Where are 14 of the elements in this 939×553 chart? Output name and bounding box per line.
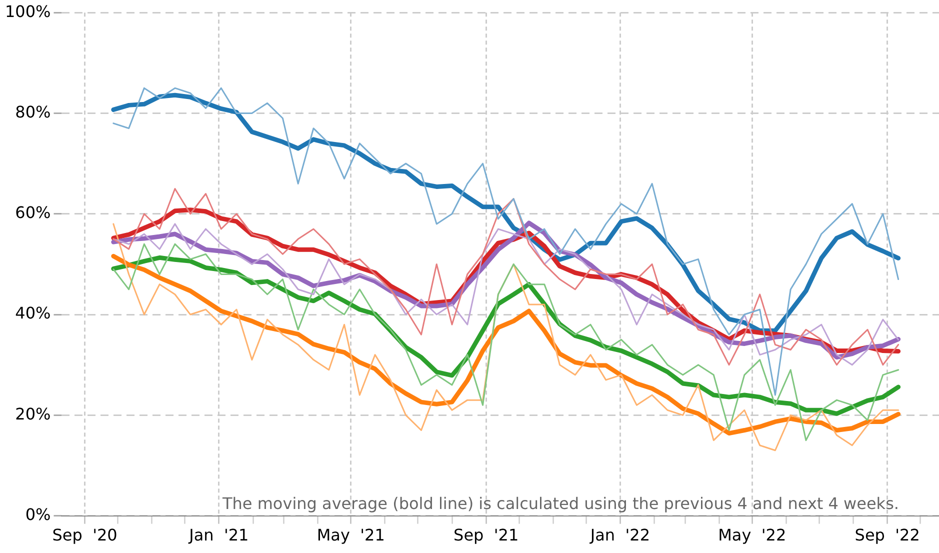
y-tick-label: 80% bbox=[15, 102, 51, 122]
x-tick-label: May '22 bbox=[718, 526, 786, 545]
y-tick-label: 20% bbox=[15, 404, 51, 424]
y-tick-label: 100% bbox=[4, 2, 51, 21]
x-tick-label: Jan '22 bbox=[589, 526, 650, 545]
x-tick-label: Sep '22 bbox=[854, 526, 920, 545]
y-tick-label: 60% bbox=[15, 203, 51, 222]
y-tick-label: 40% bbox=[15, 304, 51, 323]
annotation: The moving average (bold line) is calculated using the previous 4 and next 4 weeks. bbox=[222, 494, 899, 513]
x-tick-label: Sep '21 bbox=[454, 526, 519, 545]
x-tick-label: Jan '21 bbox=[188, 526, 249, 545]
x-tick-label: May '21 bbox=[316, 526, 385, 545]
y-tick-label: 0% bbox=[25, 504, 51, 524]
x-tick-label: Sep '20 bbox=[52, 526, 118, 545]
